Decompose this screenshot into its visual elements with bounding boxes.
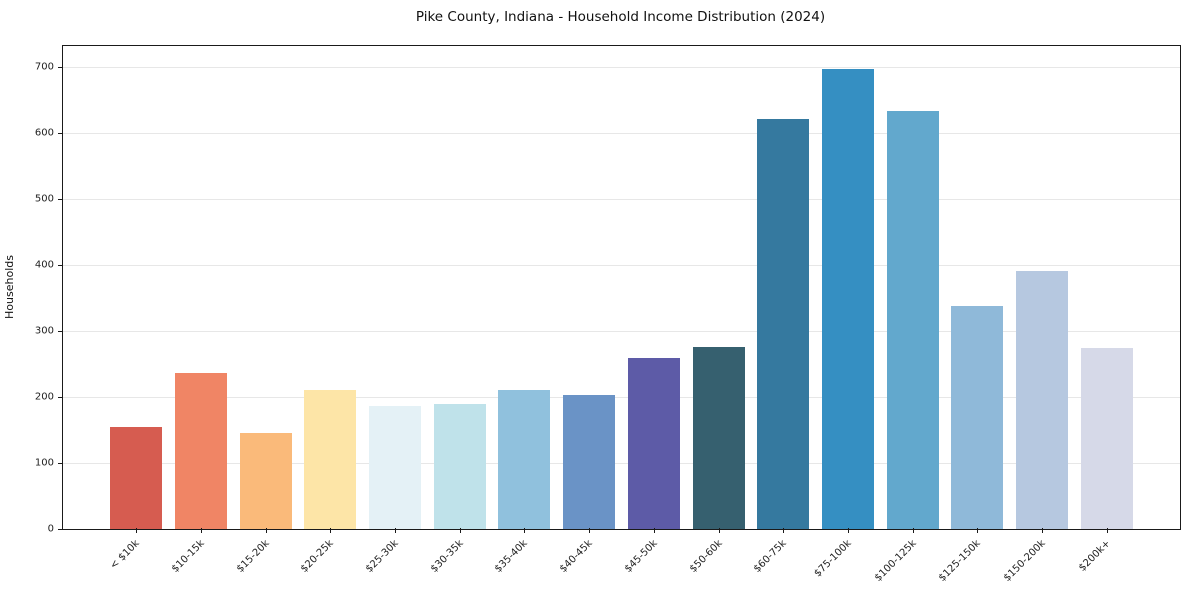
x-tick-mark bbox=[136, 528, 138, 533]
bar bbox=[433, 404, 486, 529]
bar bbox=[951, 305, 1004, 529]
y-tick-mark bbox=[58, 463, 62, 465]
y-tick-label: 400 bbox=[34, 259, 54, 271]
bar bbox=[369, 405, 422, 529]
y-tick-label: 600 bbox=[34, 127, 54, 139]
plot-area: 0 100 200 300 400 500 600 700 < $10k $10-15k $15-2… bbox=[35, 45, 1181, 584]
y-tick-label: 200 bbox=[34, 391, 54, 403]
y-tick-label: 700 bbox=[34, 61, 54, 73]
y-axis-label: Households bbox=[3, 255, 16, 319]
bar bbox=[821, 69, 874, 529]
x-tick-mark bbox=[1106, 528, 1108, 533]
bar bbox=[498, 390, 551, 529]
x-tick-mark bbox=[912, 528, 914, 533]
y-tick-label: 0 bbox=[47, 523, 54, 535]
x-tick-label: $20-25k bbox=[299, 538, 337, 575]
x-tick-mark bbox=[718, 528, 720, 533]
y-tick-label: 300 bbox=[34, 325, 54, 337]
x-tick-label: $125-150k bbox=[937, 538, 984, 584]
y-tick-mark bbox=[58, 199, 62, 201]
x-tick-label: $200k+ bbox=[1076, 538, 1113, 574]
bar bbox=[563, 395, 616, 529]
x-tick-label: $35-40k bbox=[493, 538, 531, 575]
gridline bbox=[63, 67, 1180, 69]
y-tick-mark bbox=[58, 529, 62, 530]
x-tick-mark bbox=[589, 528, 591, 533]
x-tick-mark bbox=[459, 528, 461, 533]
gridline bbox=[63, 265, 1180, 267]
y-tick-mark bbox=[58, 265, 62, 267]
gridline bbox=[63, 199, 1180, 201]
bar bbox=[627, 358, 680, 529]
x-tick-label: $50-60k bbox=[687, 538, 725, 575]
x-tick-label: $150-200k bbox=[1001, 538, 1048, 584]
bar bbox=[110, 426, 163, 529]
y-tick-mark bbox=[58, 331, 62, 333]
x-tick-label: $30-35k bbox=[428, 538, 466, 575]
bar bbox=[174, 373, 227, 529]
y-tick-mark bbox=[58, 397, 62, 399]
y-tick-label: 100 bbox=[34, 457, 54, 469]
bar bbox=[239, 433, 292, 529]
gridline bbox=[63, 133, 1180, 135]
x-tick-label: $75-100k bbox=[812, 538, 854, 580]
x-tick-label: $40-45k bbox=[557, 538, 595, 575]
x-tick-mark bbox=[200, 528, 202, 533]
gridline bbox=[63, 463, 1180, 465]
bar bbox=[886, 111, 939, 529]
y-tick-label: 500 bbox=[34, 193, 54, 205]
gridline bbox=[63, 397, 1180, 399]
x-tick-label: $25-30k bbox=[363, 538, 401, 575]
bar bbox=[1080, 348, 1133, 529]
x-tick-mark bbox=[265, 528, 267, 533]
bar bbox=[692, 346, 745, 529]
x-tick-mark bbox=[330, 528, 332, 533]
x-tick-label: $15-20k bbox=[234, 538, 272, 575]
x-tick-label: $100-125k bbox=[872, 538, 919, 584]
x-tick-mark bbox=[847, 528, 849, 533]
bar bbox=[304, 389, 357, 529]
x-tick-mark bbox=[1042, 528, 1044, 533]
x-tick-mark bbox=[783, 528, 785, 533]
y-tick-mark bbox=[58, 133, 62, 135]
gridline bbox=[63, 331, 1180, 333]
x-tick-label: $10-15k bbox=[169, 538, 207, 575]
chart-title: Pike County, Indiana - Household Income … bbox=[415, 9, 826, 25]
x-tick-label: < $10k bbox=[108, 538, 143, 572]
bar bbox=[757, 119, 810, 529]
x-tick-label: $60-75k bbox=[752, 538, 790, 575]
x-tick-mark bbox=[524, 528, 526, 533]
bar bbox=[1016, 271, 1069, 529]
x-tick-label: $45-50k bbox=[622, 538, 660, 575]
x-tick-mark bbox=[977, 528, 979, 533]
x-tick-mark bbox=[653, 528, 655, 533]
x-tick-mark bbox=[395, 528, 397, 533]
y-tick-mark bbox=[58, 67, 62, 69]
